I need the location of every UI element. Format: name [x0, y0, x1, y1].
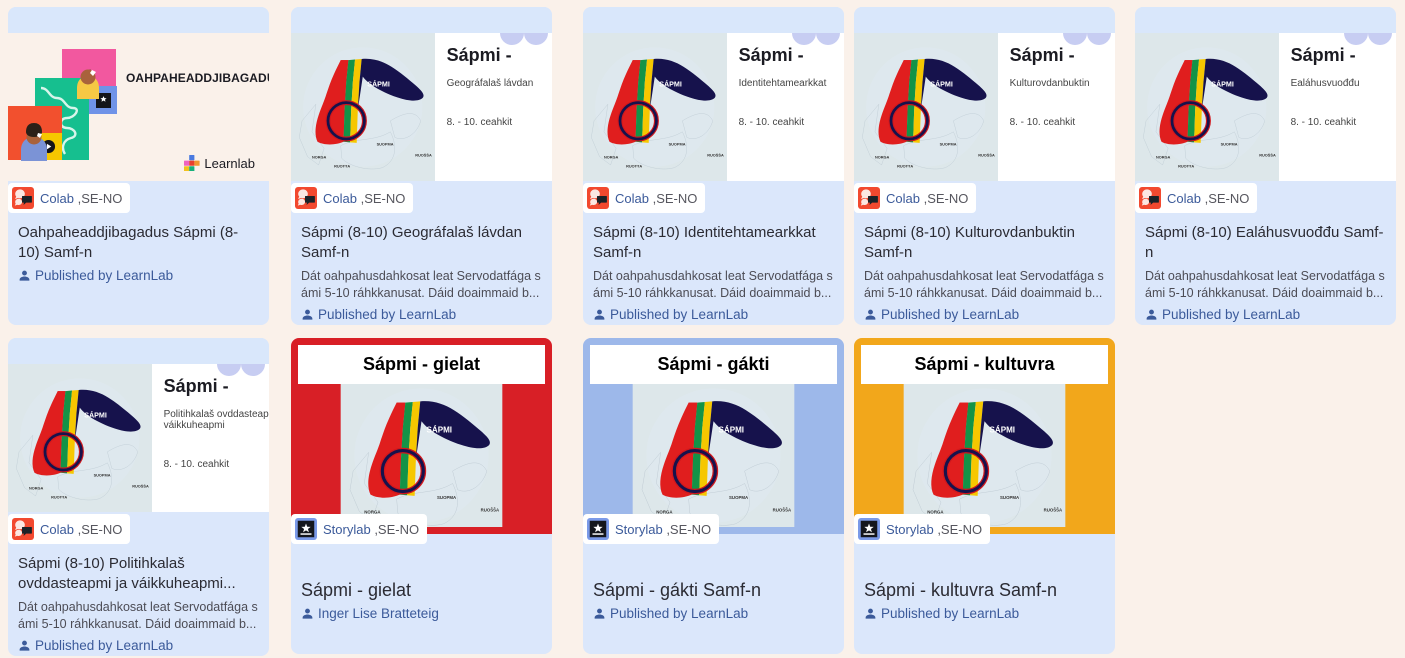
svg-text:RUOŦŦA: RUOŦŦA	[334, 165, 350, 169]
svg-text:SÁPMI: SÁPMI	[1211, 80, 1234, 89]
svg-text:SÁPMI: SÁPMI	[659, 80, 682, 89]
svg-text:SÁPMI: SÁPMI	[718, 425, 744, 434]
svg-text:RUOŦŦA: RUOŦŦA	[51, 496, 67, 500]
svg-text:SUOPMA: SUOPMA	[94, 474, 111, 478]
svg-text:SUOPMA: SUOPMA	[940, 143, 957, 147]
svg-text:SÁPMI: SÁPMI	[84, 411, 107, 420]
svg-text:RUOŠŠA: RUOŠŠA	[415, 153, 432, 158]
svg-text:SUOPMA: SUOPMA	[1221, 143, 1238, 147]
svg-text:SUOPMA: SUOPMA	[1000, 495, 1020, 500]
svg-text:SÁPMI: SÁPMI	[367, 80, 390, 89]
svg-text:SÁPMI: SÁPMI	[989, 425, 1015, 434]
svg-text:RUOŦŦA: RUOŦŦA	[897, 165, 913, 169]
svg-text:SÁPMI: SÁPMI	[426, 425, 452, 434]
svg-text:SUOPMA: SUOPMA	[377, 143, 394, 147]
svg-text:SÁPMI: SÁPMI	[930, 80, 953, 89]
svg-text:SUOPMA: SUOPMA	[729, 495, 749, 500]
svg-text:NORGA: NORGA	[29, 486, 44, 490]
svg-text:NORGA: NORGA	[604, 155, 619, 159]
svg-text:RUOŠŠA: RUOŠŠA	[978, 153, 995, 158]
svg-text:SUOPMA: SUOPMA	[437, 495, 457, 500]
svg-text:RUOŦŦA: RUOŦŦA	[626, 165, 642, 169]
svg-text:RUOŠŠA: RUOŠŠA	[1259, 153, 1276, 158]
svg-text:NORGA: NORGA	[312, 155, 327, 159]
svg-text:SUOPMA: SUOPMA	[669, 143, 686, 147]
svg-text:NORGA: NORGA	[1156, 155, 1171, 159]
svg-text:NORGA: NORGA	[875, 155, 890, 159]
svg-text:RUOŠŠA: RUOŠŠA	[707, 153, 724, 158]
svg-text:RUOŦŦA: RUOŦŦA	[1178, 165, 1194, 169]
svg-text:RUOŠŠA: RUOŠŠA	[132, 484, 149, 489]
